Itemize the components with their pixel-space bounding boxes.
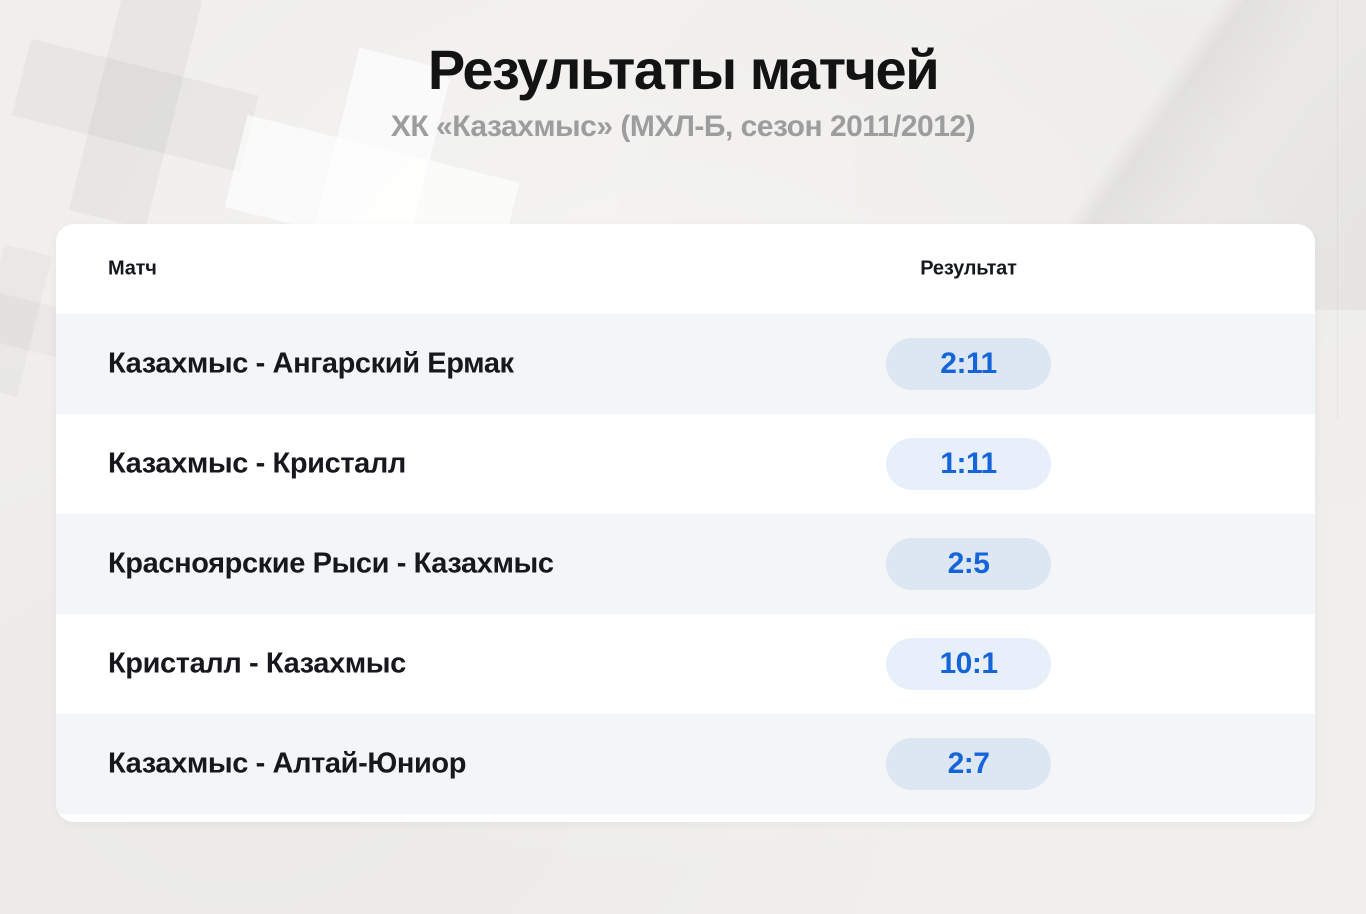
column-header-result: Результат [920,257,1017,280]
score-badge: 2:5 [886,538,1051,590]
match-name: Казахмыс - Кристалл [108,447,406,480]
match-name: Казахмыс - Алтай-Юниор [108,747,467,780]
table-row: Казахмыс - Ангарский Ермак 2:11 [56,314,1315,414]
match-name: Кристалл - Казахмыс [108,647,406,680]
score-badge: 1:11 [886,438,1051,490]
column-header-match: Матч [108,257,157,280]
results-table-body: Казахмыс - Ангарский Ермак 2:11 Казахмыс… [56,314,1315,814]
score-badge: 2:7 [886,738,1051,790]
table-row: Казахмыс - Алтай-Юниор 2:7 [56,714,1315,814]
table-row: Казахмыс - Кристалл 1:11 [56,414,1315,514]
table-row: Красноярские Рыси - Казахмыс 2:5 [56,514,1315,614]
page-subtitle: ХК «Казахмыс» (МХЛ-Б, сезон 2011/2012) [390,110,976,143]
score-badge: 2:11 [886,338,1051,390]
match-name: Красноярские Рыси - Казахмыс [108,547,554,580]
score-badge: 10:1 [886,638,1051,690]
table-header: Матч Результат [56,224,1315,314]
table-row: Кристалл - Казахмыс 10:1 [56,614,1315,714]
match-name: Казахмыс - Ангарский Ермак [108,347,514,380]
results-card: Матч Результат Казахмыс - Ангарский Ерма… [56,224,1315,822]
page-title: Результаты матчей [427,38,940,101]
